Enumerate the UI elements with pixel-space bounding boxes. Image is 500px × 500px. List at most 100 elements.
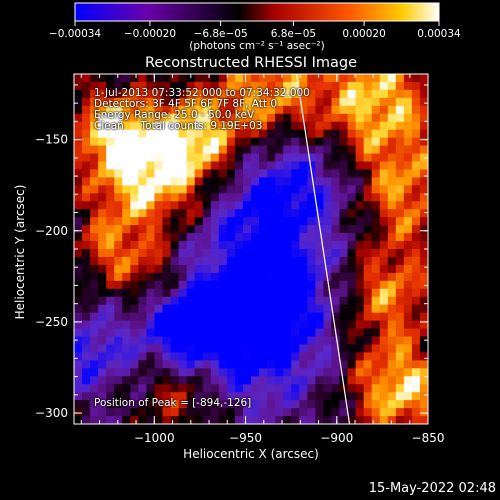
- heatmap-cell: [186, 384, 196, 393]
- heatmap-cell: [371, 360, 381, 369]
- heatmap-cell: [347, 249, 357, 258]
- heatmap-cell: [307, 272, 316, 282]
- annotation-detectors: Detectors: 3F 4F 5F 6F 7F 8F, Att 0: [94, 98, 278, 110]
- heatmap-cell: [146, 360, 156, 369]
- heatmap-cell: [251, 97, 260, 107]
- heatmap-cell: [218, 344, 228, 353]
- heatmap-cell: [379, 376, 389, 385]
- heatmap-cell: [395, 320, 405, 330]
- heatmap-cell: [299, 400, 308, 409]
- heatmap-cell: [74, 225, 83, 234]
- heatmap-cell: [371, 352, 381, 361]
- heatmap-cell: [291, 320, 300, 330]
- heatmap-cell: [138, 105, 148, 115]
- heatmap-cell: [379, 304, 389, 314]
- heatmap-cell: [403, 304, 413, 314]
- heatmap-cell: [387, 328, 397, 338]
- heatmap-cell: [395, 400, 405, 409]
- heatmap-cell: [194, 217, 204, 226]
- heatmap-cell: [146, 352, 156, 361]
- heatmap-cell: [146, 137, 156, 147]
- heatmap-cell: [106, 201, 115, 210]
- heatmap-cell: [371, 416, 381, 424]
- heatmap-cell: [355, 376, 365, 385]
- heatmap-cell: [98, 201, 107, 210]
- heatmap-cell: [307, 384, 316, 393]
- heatmap-cell: [419, 193, 428, 202]
- heatmap-cell: [234, 408, 244, 417]
- heatmap-cell: [339, 280, 349, 290]
- heatmap-cell: [242, 97, 252, 107]
- heatmap-cell: [379, 97, 389, 107]
- heatmap-cell: [98, 169, 107, 178]
- heatmap-cell: [387, 113, 397, 123]
- heatmap-cell: [162, 193, 172, 202]
- heatmap-cell: [138, 193, 148, 202]
- heatmap-cell: [323, 81, 333, 91]
- heatmap-cell: [291, 225, 300, 234]
- peak-position-label: Position of Peak = [-894,-126]: [94, 397, 252, 409]
- heatmap-cell: [178, 272, 188, 282]
- heatmap-cell: [210, 97, 220, 107]
- heatmap-cell: [403, 288, 413, 298]
- heatmap-cell: [275, 384, 284, 393]
- heatmap-cell: [146, 185, 156, 194]
- heatmap-cell: [122, 368, 131, 377]
- heatmap-cell: [403, 225, 413, 234]
- heatmap-cell: [259, 249, 268, 258]
- heatmap-cell: [218, 352, 228, 361]
- heatmap-cell: [146, 272, 156, 282]
- heatmap-cell: [403, 193, 413, 202]
- heatmap-cell: [331, 376, 341, 385]
- heatmap-cell: [387, 384, 397, 393]
- heatmap-cell: [218, 384, 228, 393]
- heatmap-cell: [419, 217, 428, 226]
- heatmap-cell: [178, 193, 188, 202]
- heatmap-cell: [138, 81, 148, 91]
- annotation-energy-range: Energy Range: 25.0 - 50.0 keV: [94, 109, 255, 121]
- heatmap-cell: [331, 89, 341, 99]
- heatmap-cell: [186, 233, 196, 242]
- heatmap-cell: [218, 304, 228, 314]
- heatmap-cell: [106, 169, 115, 178]
- heatmap-cell: [299, 233, 308, 242]
- heatmap-cell: [138, 97, 148, 107]
- heatmap-cell: [202, 312, 212, 322]
- heatmap-cell: [226, 392, 236, 401]
- heatmap-cell: [275, 320, 284, 330]
- heatmap-cell: [98, 376, 107, 385]
- heatmap-cell: [259, 320, 268, 330]
- heatmap-cell: [411, 272, 421, 282]
- heatmap-cell: [114, 137, 123, 147]
- heatmap-cell: [283, 177, 292, 186]
- heatmap-cell: [162, 113, 172, 123]
- heatmap-cell: [234, 249, 244, 258]
- heatmap-cell: [411, 113, 421, 123]
- heatmap-cell: [242, 129, 252, 139]
- heatmap-cell: [379, 400, 389, 409]
- heatmap-cell: [226, 384, 236, 393]
- heatmap-cell: [299, 368, 308, 377]
- heatmap-cell: [299, 360, 308, 369]
- heatmap-cell: [74, 392, 83, 401]
- heatmap-cell: [186, 209, 196, 218]
- heatmap-cell: [82, 272, 91, 282]
- heatmap-cell: [194, 368, 204, 377]
- heatmap-cell: [267, 145, 276, 155]
- heatmap-cell: [122, 256, 131, 266]
- heatmap-cell: [307, 408, 316, 417]
- heatmap-cell: [403, 201, 413, 210]
- heatmap-cell: [403, 217, 413, 226]
- heatmap-cell: [218, 225, 228, 234]
- heatmap-cell: [122, 74, 131, 83]
- heatmap-cell: [130, 392, 139, 401]
- heatmap-cell: [82, 201, 91, 210]
- heatmap-cell: [315, 113, 325, 123]
- x-tick-label: −1000: [134, 431, 175, 445]
- heatmap-cell: [299, 352, 308, 361]
- heatmap-cell: [90, 177, 99, 186]
- heatmap-cell: [403, 89, 413, 99]
- heatmap-cell: [267, 400, 276, 409]
- heatmap-cell: [138, 249, 148, 258]
- heatmap-cell: [331, 97, 341, 107]
